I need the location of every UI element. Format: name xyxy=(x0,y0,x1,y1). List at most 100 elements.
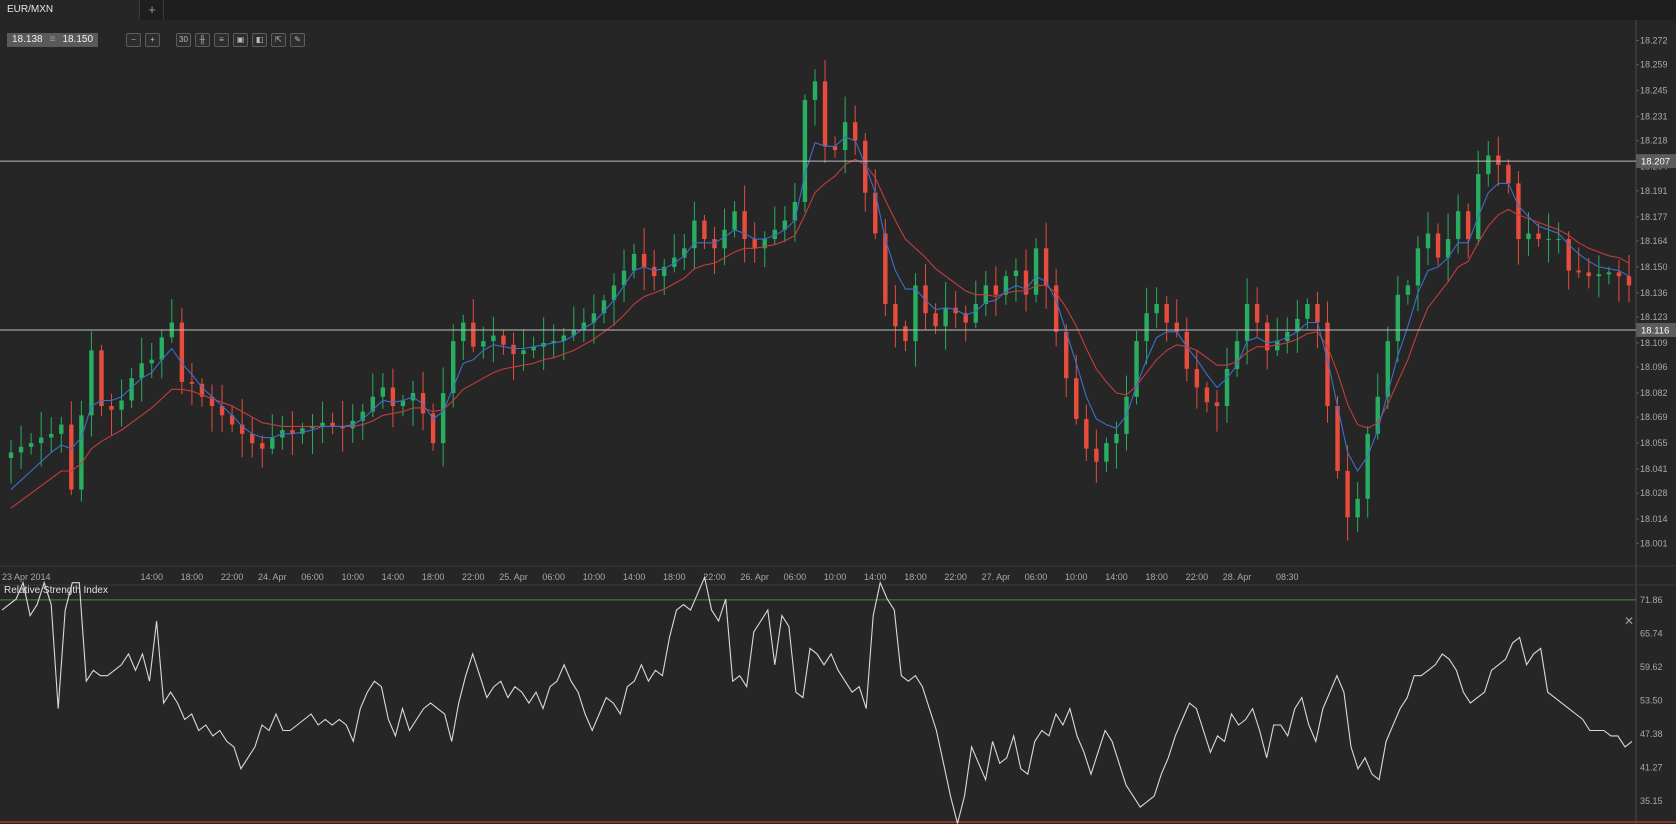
candle-body xyxy=(1435,233,1441,258)
ma-slow-line xyxy=(10,158,1630,509)
bid-ask-quote: 18.138 ≡ 18.150 xyxy=(7,33,99,47)
candle-body xyxy=(1566,239,1571,271)
timeframe-icon[interactable]: 30 xyxy=(176,33,191,47)
candle-body xyxy=(1285,331,1290,342)
candle-body xyxy=(270,437,275,449)
candle-body xyxy=(139,363,144,379)
candle-body xyxy=(1365,433,1370,499)
candle-body xyxy=(963,313,968,323)
pencil-icon[interactable]: ✎ xyxy=(290,33,305,47)
candle-body xyxy=(1606,272,1612,275)
candle-body xyxy=(1204,387,1210,403)
candle-body xyxy=(209,396,215,407)
close-indicator-icon[interactable]: ✕ xyxy=(1624,614,1635,628)
candle-body xyxy=(471,322,476,347)
candle-body xyxy=(1013,270,1019,277)
candle-body xyxy=(49,433,54,438)
candle-body xyxy=(1315,303,1320,323)
candle-body xyxy=(481,341,486,347)
price-tick-label: 18.177 xyxy=(1640,212,1668,222)
candle-body xyxy=(310,426,315,429)
candle-body xyxy=(611,285,617,301)
candle-body xyxy=(1626,276,1632,286)
candle-body xyxy=(722,229,727,249)
candle-body xyxy=(38,437,44,444)
tab-eur-mxn[interactable]: EUR/MXN xyxy=(0,0,140,20)
candle-body xyxy=(8,452,14,458)
time-tick-label: 18:00 xyxy=(181,572,204,582)
time-tick-label: 28. Apr xyxy=(1223,572,1252,582)
candle-body xyxy=(1114,433,1119,444)
candle-body xyxy=(1094,448,1099,462)
rsi-tick-label: 53.50 xyxy=(1640,695,1663,705)
candle-body xyxy=(682,248,687,258)
candle-body xyxy=(531,346,536,351)
price-tick-label: 18.259 xyxy=(1640,60,1668,70)
candle-body xyxy=(159,337,164,360)
zoom-in-icon[interactable]: + xyxy=(145,33,160,47)
candle-body xyxy=(1305,303,1310,319)
price-line-label-bg xyxy=(1636,322,1676,337)
zoom-out-icon[interactable]: − xyxy=(126,33,141,47)
candle-body xyxy=(129,378,134,401)
candle-body xyxy=(1214,402,1220,407)
time-tick-label: 14:00 xyxy=(140,572,163,582)
export-icon[interactable]: ⇱ xyxy=(271,33,286,47)
candle-body xyxy=(28,443,34,447)
candle-body xyxy=(1244,303,1250,342)
time-tick-label: 23 Apr 2014 xyxy=(2,572,51,582)
candle-body xyxy=(802,99,808,202)
price-tick-label: 18.082 xyxy=(1640,388,1668,398)
time-tick-label: 24. Apr xyxy=(258,572,287,582)
candle-body xyxy=(1023,270,1029,295)
price-tick-label: 18.041 xyxy=(1640,464,1668,474)
candle-body xyxy=(953,307,958,314)
candle-body xyxy=(641,253,647,267)
templates-icon[interactable]: ◧ xyxy=(252,33,267,47)
rsi-tick-label: 65.74 xyxy=(1640,628,1663,638)
candle-body xyxy=(913,285,918,342)
candle-body xyxy=(199,383,205,397)
candle-body xyxy=(1526,233,1531,240)
candle-body xyxy=(1064,331,1069,379)
candle-body xyxy=(822,81,828,147)
time-tick-label: 25. Apr xyxy=(499,572,528,582)
candle-body xyxy=(873,192,878,234)
candle-body xyxy=(420,393,426,414)
price-tick-label: 18.164 xyxy=(1640,236,1668,246)
chart-toolbar: − + 30 ╫ ≡ ▣ ◧ ⇱ ✎ xyxy=(126,33,305,47)
candle-body xyxy=(18,446,24,453)
candle-body xyxy=(1295,318,1300,332)
rsi-tick-label: 47.38 xyxy=(1640,729,1663,739)
price-line-label: 18.207 xyxy=(1641,157,1670,168)
candle-body xyxy=(1053,285,1059,332)
candle-body xyxy=(692,220,697,249)
add-tab-button[interactable]: + xyxy=(141,0,164,20)
candle-body xyxy=(571,329,576,336)
candle-body xyxy=(782,220,788,230)
candle-body xyxy=(601,300,607,314)
candle-body xyxy=(370,396,376,412)
price-tick-label: 18.109 xyxy=(1640,338,1668,348)
time-tick-label: 26. Apr xyxy=(740,572,769,582)
candle-body xyxy=(521,350,526,355)
drawing-tools-icon[interactable]: ▣ xyxy=(233,33,248,47)
candlestick-icon[interactable]: ╫ xyxy=(195,33,210,47)
time-tick-label: 14:00 xyxy=(623,572,646,582)
candle-body xyxy=(1184,331,1190,369)
candle-body xyxy=(1164,303,1169,323)
candle-body xyxy=(59,424,64,434)
candle-body xyxy=(390,387,396,407)
time-tick-label: 06:00 xyxy=(301,572,324,582)
price-tick-label: 18.272 xyxy=(1640,36,1668,46)
candle-body xyxy=(812,81,818,100)
price-tick-label: 18.123 xyxy=(1640,312,1668,322)
indicators-icon[interactable]: ≡ xyxy=(214,33,229,47)
time-tick-label: 08:30 xyxy=(1276,572,1299,582)
candle-body xyxy=(893,303,898,327)
rsi-tick-label: 59.62 xyxy=(1640,662,1663,672)
candle-body xyxy=(1486,155,1491,175)
time-tick-label: 06:00 xyxy=(1025,572,1048,582)
candle-body xyxy=(149,359,154,364)
